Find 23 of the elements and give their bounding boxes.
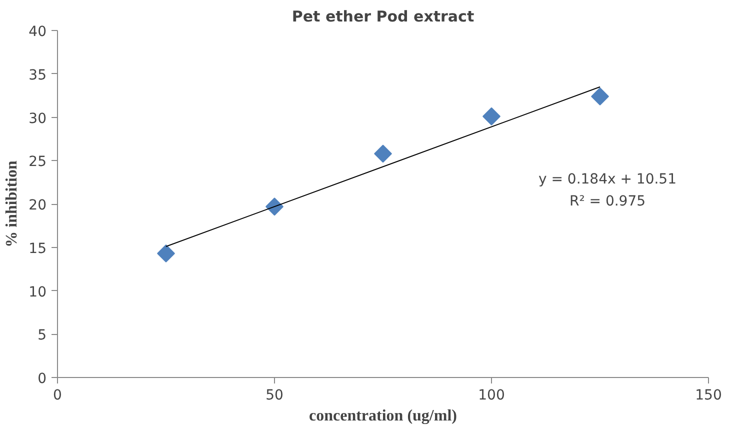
x-tick-label: 150	[695, 388, 722, 404]
y-tick-label: 20	[28, 198, 47, 214]
point	[482, 107, 500, 126]
x-tick-label: 50	[266, 388, 284, 404]
annotation: R² = 0.975	[569, 194, 646, 210]
chart-title: Pet ether Pod extract	[292, 8, 474, 26]
y-tick-label: 10	[28, 284, 47, 300]
point	[157, 244, 175, 262]
x-tick-label: 0	[53, 388, 62, 404]
y-tick-label: 30	[28, 110, 47, 127]
y-tick-label: 5	[38, 328, 47, 344]
x-axis-title: concentration (ug/ml)	[309, 408, 457, 424]
point	[266, 198, 284, 216]
y-tick-label: 15	[28, 240, 47, 257]
y-tick-label: 40	[28, 24, 47, 40]
point	[374, 144, 392, 163]
y-tick-label: 0	[38, 371, 47, 387]
y-tick-label: 35	[28, 67, 47, 84]
y-tick-label: 25	[28, 154, 47, 170]
annotation: y = 0.184x + 10.51	[538, 172, 677, 188]
y-axis-title: % inhibition	[4, 160, 21, 248]
point	[591, 87, 609, 106]
x-tick-label: 100	[478, 388, 505, 404]
